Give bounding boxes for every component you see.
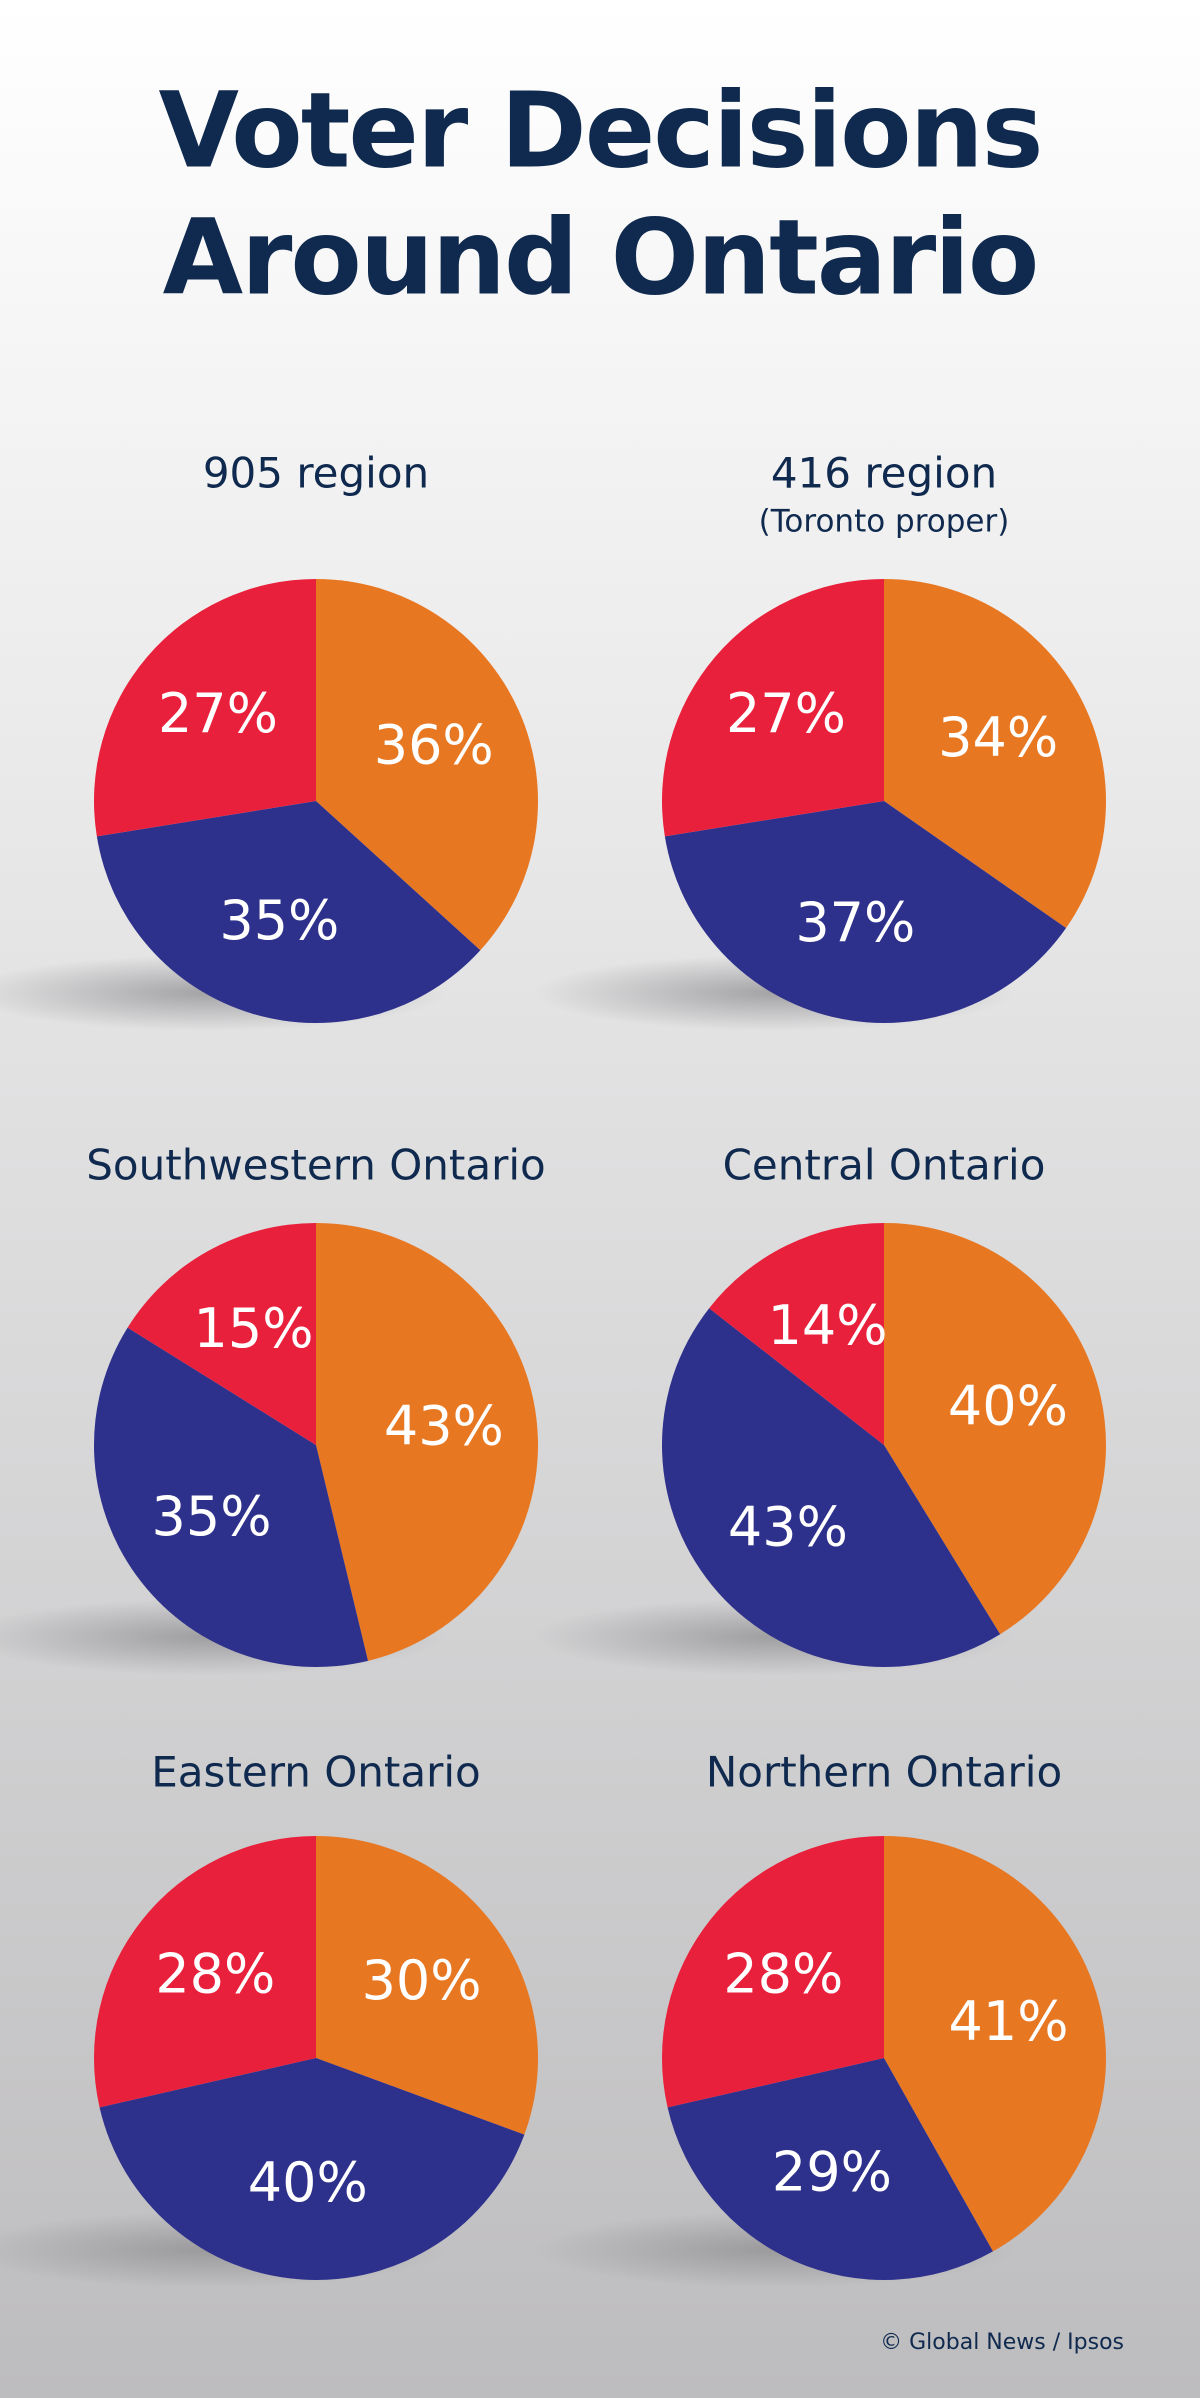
value-label: 27% [158,682,278,745]
pie-slice [127,1223,316,1445]
pie-slice [664,801,1067,1024]
value-label: 34% [938,706,1058,769]
pie-title: 416 region [771,449,997,498]
value-label: 40% [248,2151,368,2214]
value-label: 29% [772,2140,892,2203]
value-label: 27% [726,682,846,745]
pie-slice [99,2058,525,2281]
value-label: 28% [155,1942,275,2005]
title-line: Voter Decisions [158,69,1041,191]
value-label: 35% [219,889,339,952]
value-label: 43% [728,1495,848,1558]
pie-slice [662,1308,1001,1667]
value-label: 35% [152,1485,272,1548]
pie-subtitle: (Toronto proper) [759,504,1010,540]
value-label: 43% [384,1394,504,1457]
value-label: 14% [768,1294,888,1357]
pie-slice [93,1327,369,1667]
pie-slice [96,801,481,1023]
pie-slice [667,2058,993,2281]
value-label: 40% [948,1375,1068,1438]
pie-slice [709,1223,884,1445]
pie-slice [884,579,1107,929]
pie-slice [884,1223,1106,1635]
pie-title: Eastern Ontario [151,1748,480,1797]
title-line: Around Ontario [163,196,1038,318]
source: © Global News / Ipsos [880,2330,1124,2355]
pie-slice [316,1223,538,1661]
pie-slice [316,1836,538,2135]
pie-slice [884,1836,1107,2252]
pie-slice [93,1836,316,2108]
pie-title: Central Ontario [723,1141,1046,1190]
value-label: 30% [362,1949,482,2012]
value-label: 41% [949,1990,1069,2053]
pie-title: 905 region [203,449,429,498]
value-label: 37% [795,891,915,954]
pie-slice [661,1836,884,2108]
pie-title: Northern Ontario [706,1748,1062,1797]
pie-title: Southwestern Ontario [86,1141,545,1190]
value-label: 36% [374,714,494,777]
pie-slice [316,579,538,951]
pie-slice [94,579,317,837]
value-label: 15% [193,1297,313,1360]
pie-slice [662,579,884,837]
value-label: 28% [723,1942,843,2005]
